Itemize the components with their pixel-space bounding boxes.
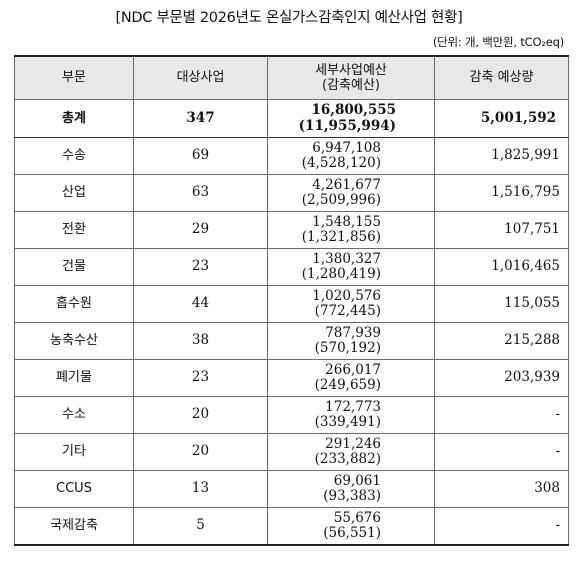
table-row: 농축수산 38 787,939 (570,192) 215,288 <box>14 322 569 360</box>
row-sector: 수송 <box>14 137 134 175</box>
row-budget: 1,020,576 <box>312 287 381 304</box>
total-reduction: 5,001,592 <box>434 99 569 138</box>
row-reduction-budget: (1,321,856) <box>301 229 381 245</box>
row-reduction: 115,055 <box>434 285 569 323</box>
row-budget-cell: 266,017 (249,659) <box>267 359 435 397</box>
row-reduction: 107,751 <box>434 211 569 249</box>
row-projects: 69 <box>133 137 268 175</box>
row-budget: 6,947,108 <box>312 139 381 156</box>
row-budget-cell: 55,676 (56,551) <box>267 507 435 546</box>
row-reduction-budget: (2,509,996) <box>301 192 381 208</box>
table-header: 부문 대상사업 세부사업예산 (감축예산) 감축 예상량 <box>14 55 569 100</box>
total-row: 총계 347 16,800,555 (11,955,994) 5,001,592 <box>14 99 569 138</box>
row-reduction: 215,288 <box>434 322 569 360</box>
row-projects: 5 <box>133 507 268 546</box>
row-reduction-budget: (4,528,120) <box>301 155 381 171</box>
total-sector: 총계 <box>14 99 134 138</box>
header-projects: 대상사업 <box>133 55 268 100</box>
row-budget-cell: 787,939 (570,192) <box>267 322 435 360</box>
row-budget: 55,676 <box>333 509 381 526</box>
table-row: 흡수원 44 1,020,576 (772,445) 115,055 <box>14 285 569 323</box>
row-sector: 흡수원 <box>14 285 134 323</box>
row-sector: 수소 <box>14 396 134 434</box>
row-budget-cell: 4,261,677 (2,509,996) <box>267 174 435 212</box>
table-row: 산업 63 4,261,677 (2,509,996) 1,516,795 <box>14 174 569 212</box>
row-sector: 산업 <box>14 174 134 212</box>
row-sector: 폐기물 <box>14 359 134 397</box>
row-reduction-budget: (772,445) <box>314 303 381 319</box>
header-budget-line1: 세부사업예산 <box>315 62 387 78</box>
row-reduction-budget: (1,280,419) <box>301 266 381 282</box>
row-reduction: 1,516,795 <box>434 174 569 212</box>
header-sector: 부문 <box>14 55 134 100</box>
row-budget: 291,246 <box>325 435 381 452</box>
row-reduction-budget: (249,659) <box>314 377 381 393</box>
total-projects: 347 <box>133 99 268 138</box>
row-projects: 63 <box>133 174 268 212</box>
row-budget-cell: 1,548,155 (1,321,856) <box>267 211 435 249</box>
row-sector: 기타 <box>14 433 134 471</box>
table-row: 기타 20 291,246 (233,882) - <box>14 433 569 471</box>
row-reduction-budget: (93,383) <box>323 488 381 504</box>
row-reduction-budget: (56,551) <box>323 525 381 541</box>
header-reduction: 감축 예상량 <box>434 55 569 100</box>
row-reduction: 1,825,991 <box>434 137 569 175</box>
row-budget: 172,773 <box>325 398 381 415</box>
row-projects: 23 <box>133 248 268 286</box>
row-projects: 20 <box>133 396 268 434</box>
row-projects: 29 <box>133 211 268 249</box>
row-sector: 전환 <box>14 211 134 249</box>
row-reduction: 1,016,465 <box>434 248 569 286</box>
row-budget-cell: 1,380,327 (1,280,419) <box>267 248 435 286</box>
row-reduction: - <box>434 433 569 471</box>
row-reduction: - <box>434 507 569 546</box>
unit-note: (단위: 개, 백만원, tCO₂eq) <box>432 35 564 49</box>
row-sector: CCUS <box>14 470 134 508</box>
row-budget: 787,939 <box>325 324 381 341</box>
total-budget-cell: 16,800,555 (11,955,994) <box>267 99 435 138</box>
row-projects: 20 <box>133 433 268 471</box>
row-sector: 건물 <box>14 248 134 286</box>
row-projects: 23 <box>133 359 268 397</box>
row-sector: 국제감축 <box>14 507 134 546</box>
row-reduction-budget: (339,491) <box>314 414 381 430</box>
row-budget-cell: 172,773 (339,491) <box>267 396 435 434</box>
table-row: 건물 23 1,380,327 (1,280,419) 1,016,465 <box>14 248 569 286</box>
budget-table: 부문 대상사업 세부사업예산 (감축예산) 감축 예상량 총계 347 16,8… <box>14 55 569 546</box>
row-budget: 266,017 <box>325 361 381 378</box>
header-row: 부문 대상사업 세부사업예산 (감축예산) 감축 예상량 <box>14 55 569 100</box>
row-projects: 13 <box>133 470 268 508</box>
row-projects: 38 <box>133 322 268 360</box>
row-reduction: 203,939 <box>434 359 569 397</box>
row-sector: 농축수산 <box>14 322 134 360</box>
row-reduction-budget: (570,192) <box>314 340 381 356</box>
row-budget: 69,061 <box>333 472 381 489</box>
table-body: 총계 347 16,800,555 (11,955,994) 5,001,592… <box>14 99 569 546</box>
row-budget-cell: 69,061 (93,383) <box>267 470 435 508</box>
row-budget: 1,548,155 <box>312 213 381 230</box>
row-projects: 44 <box>133 285 268 323</box>
row-budget-cell: 1,020,576 (772,445) <box>267 285 435 323</box>
row-budget-cell: 6,947,108 (4,528,120) <box>267 137 435 175</box>
header-budget: 세부사업예산 (감축예산) <box>267 55 435 100</box>
total-reduction-budget: (11,955,994) <box>298 117 396 134</box>
row-budget-cell: 291,246 (233,882) <box>267 433 435 471</box>
table-row: 수소 20 172,773 (339,491) - <box>14 396 569 434</box>
table-row: 국제감축 5 55,676 (56,551) - <box>14 507 569 546</box>
table-row: CCUS 13 69,061 (93,383) 308 <box>14 470 569 508</box>
table-title: [NDC 부문별 2026년도 온실가스감축인지 예산사업 현황] <box>115 10 463 26</box>
table-row: 폐기물 23 266,017 (249,659) 203,939 <box>14 359 569 397</box>
table-row: 수송 69 6,947,108 (4,528,120) 1,825,991 <box>14 137 569 175</box>
total-budget: 16,800,555 <box>311 102 396 118</box>
table-row: 전환 29 1,548,155 (1,321,856) 107,751 <box>14 211 569 249</box>
row-reduction: - <box>434 396 569 434</box>
row-reduction-budget: (233,882) <box>314 451 381 467</box>
row-reduction: 308 <box>434 470 569 508</box>
row-budget: 4,261,677 <box>312 176 381 193</box>
row-budget: 1,380,327 <box>312 250 381 267</box>
header-budget-line2: (감축예산) <box>322 78 380 93</box>
